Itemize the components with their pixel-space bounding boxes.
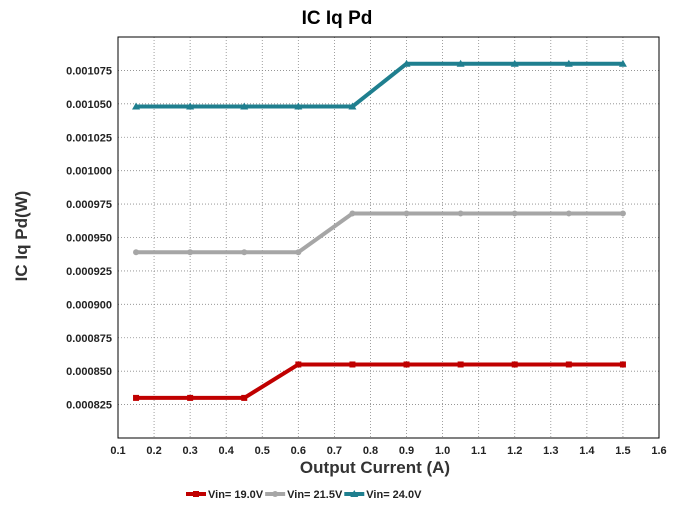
series-line [136,61,623,109]
data-point [187,394,194,401]
data-point [618,59,627,67]
data-point [511,210,518,217]
y-tick-label: 0.001075 [66,65,112,77]
legend-label: Vin= 24.0V [366,489,422,501]
x-tick-label: 1.3 [543,445,558,457]
x-tick-label: 0.4 [219,445,235,457]
data-point [295,361,302,368]
series-line [136,362,623,400]
data-point [349,361,356,368]
y-tick-label: 0.000950 [66,233,112,245]
grid [118,37,659,438]
data-point [349,210,356,217]
data-point [619,361,626,368]
legend-item: Vin= 24.0V [344,489,422,501]
x-axis-ticks: 0.1 0.2 0.3 0.4 0.5 0.6 0.7 0.8 0.9 1.0 1.1 1.2 1.3 1… [110,445,666,457]
y-tick-label: 0.000825 [66,400,112,412]
x-tick-label: 0.2 [146,445,161,457]
x-tick-label: 0.5 [255,445,270,457]
series-1 [133,361,626,401]
y-tick-label: 0.000900 [66,299,112,311]
data-point [240,102,249,110]
data-point [456,59,465,67]
data-point [403,361,410,368]
data-point [457,210,464,217]
y-axis-label: IC Iq Pd(W) [12,191,31,282]
x-tick-label: 0.3 [182,445,197,457]
series-2 [133,210,626,256]
x-tick-label: 0.6 [291,445,306,457]
data-point [133,249,140,256]
x-tick-label: 1.4 [579,445,595,457]
data-point [348,102,357,110]
series-group [132,59,627,401]
data-point [133,394,140,401]
legend: Vin= 19.0V Vin= 21.5V Vin= 24.0V [186,489,422,501]
data-point [564,59,573,67]
x-tick-label: 1.6 [651,445,666,457]
plot-frame [117,36,660,439]
data-point [295,249,302,256]
x-tick-label: 0.7 [327,445,342,457]
x-tick-label: 0.1 [110,445,125,457]
y-tick-label: 0.001000 [66,166,112,178]
x-tick-label: 0.9 [399,445,414,457]
series-3 [132,59,627,110]
data-point [510,59,519,67]
y-tick-label: 0.000875 [66,333,112,345]
legend-label: Vin= 19.0V [208,489,264,501]
legend-label: Vin= 21.5V [287,489,343,501]
y-tick-label: 0.000925 [66,266,112,278]
data-point [403,210,410,217]
y-axis-ticks: 0.000825 0.000850 0.000875 0.000900 0.000925… [66,65,112,411]
x-tick-label: 0.8 [363,445,378,457]
x-tick-label: 1.2 [507,445,522,457]
data-point [241,394,248,401]
chart-title: IC Iq Pd [302,8,373,29]
y-tick-label: 0.001050 [66,99,112,111]
x-tick-label: 1.0 [435,445,450,457]
y-tick-label: 0.000850 [66,366,112,378]
data-point [511,361,518,368]
legend-item: Vin= 19.0V [186,489,264,501]
legend-item: Vin= 21.5V [265,489,343,501]
data-point [565,210,572,217]
legend-marker [350,490,359,497]
x-axis-label: Output Current (A) [300,458,450,477]
data-point [186,102,195,110]
data-point [132,102,141,110]
y-tick-label: 0.000975 [66,199,112,211]
x-tick-label: 1.5 [615,445,630,457]
data-point [565,361,572,368]
x-tick-label: 1.1 [471,445,486,457]
data-point [187,249,194,256]
data-point [457,361,464,368]
y-tick-label: 0.001025 [66,132,112,144]
data-point [402,59,411,67]
legend-marker [193,491,199,497]
series-line [136,211,623,255]
data-point [241,249,248,256]
data-point [294,102,303,110]
data-point [619,210,626,217]
legend-marker [272,491,279,497]
